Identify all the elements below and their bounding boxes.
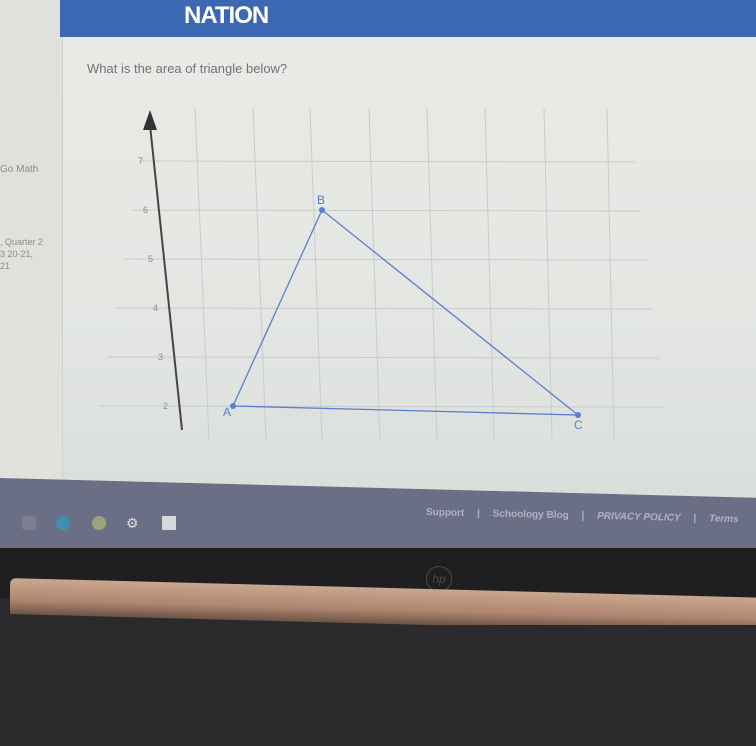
sidebar: Go Math , Quarter 2 3 20-21, 21 — [0, 0, 63, 480]
grid-line-vertical — [194, 107, 210, 441]
point-c — [575, 412, 581, 418]
grid-line-vertical — [606, 107, 615, 441]
grid-line-vertical — [368, 107, 381, 441]
sidebar-item-year: 3 20-21, — [0, 249, 34, 259]
grid-line-horizontal — [123, 258, 648, 261]
document-icon[interactable] — [162, 516, 176, 530]
separator: | — [581, 510, 585, 522]
edge-browser-icon[interactable] — [56, 516, 70, 530]
y-tick-label: 3 — [158, 352, 163, 362]
triangle — [232, 208, 580, 416]
sidebar-item-extra: 21 — [0, 261, 11, 271]
grid-line-horizontal — [131, 209, 642, 212]
grid-line-vertical — [484, 107, 495, 441]
taskbar: ⚙ — [0, 508, 200, 538]
logo[interactable]: NATION — [184, 2, 269, 29]
grid — [99, 107, 666, 441]
laptop-keyboard-deck — [0, 625, 756, 746]
y-tick-label: 7 — [138, 156, 143, 166]
point-label: C — [574, 418, 583, 432]
point-label: A — [223, 405, 231, 419]
point-a — [230, 403, 236, 409]
point-b — [319, 207, 325, 213]
grid-line-vertical — [252, 107, 267, 441]
grid-line-horizontal — [107, 356, 660, 359]
screen: Go Math , Quarter 2 3 20-21, 21 NATION W… — [0, 0, 756, 540]
grid-line-horizontal — [115, 307, 654, 310]
grid-line-vertical — [543, 107, 553, 441]
sidebar-item-quarter[interactable]: , Quarter 2 — [0, 237, 44, 247]
y-axis — [149, 124, 183, 431]
y-tick-label: 2 — [163, 401, 168, 411]
grid-line-horizontal — [99, 405, 666, 408]
header-bar: NATION — [60, 0, 756, 37]
coordinate-graph: 2 3 4 5 6 7 A B C — [99, 107, 666, 441]
y-axis-arrow-icon — [143, 110, 157, 130]
sidebar-item-go-math[interactable]: Go Math — [0, 164, 39, 175]
grid-line-vertical — [309, 107, 323, 441]
chrome-icon[interactable] — [92, 516, 106, 530]
privacy-policy-link[interactable]: PRIVACY POLICY — [597, 510, 681, 524]
grid-line-vertical — [426, 107, 438, 441]
separator: | — [476, 508, 481, 520]
grid-line-horizontal — [139, 160, 636, 163]
settings-gear-icon[interactable]: ⚙ — [126, 515, 139, 531]
y-tick-label: 6 — [143, 205, 148, 215]
terms-link[interactable]: Terms — [708, 513, 739, 526]
file-explorer-icon[interactable] — [22, 516, 36, 530]
y-tick-label: 4 — [153, 303, 158, 313]
question-text: What is the area of triangle below? — [87, 61, 288, 76]
separator: | — [693, 513, 697, 525]
schoology-blog-link[interactable]: Schoology Blog — [492, 508, 569, 522]
y-tick-label: 5 — [148, 254, 153, 264]
support-link[interactable]: Support — [425, 507, 465, 519]
point-label: B — [317, 193, 325, 207]
